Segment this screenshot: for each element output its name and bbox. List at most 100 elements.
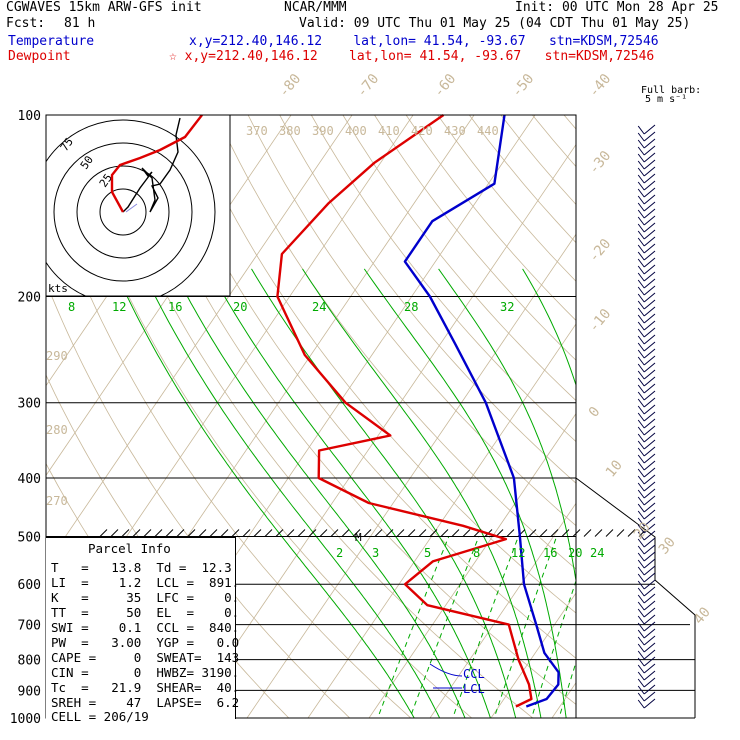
wind-barb [643,131,656,142]
hatch-mark [385,529,394,537]
mixing-ratio-line [577,537,636,731]
hodograph-trace [122,117,181,213]
wind-barb [643,285,656,296]
wind-barb-flag [637,580,645,590]
isotherm-line [368,412,576,718]
barb-legend-title: Full barb: [641,85,702,96]
mixing-ratio-label: 16 [168,300,182,314]
wind-barb [643,635,656,646]
wind-barb-flag [637,307,645,317]
wind-barb [643,614,656,625]
init-time: Init: 00 UTC Mon 28 Apr 25 [515,0,719,15]
wind-barb [643,572,656,583]
moist-adiabat-line [522,268,576,387]
wind-barb-flag [637,328,645,338]
wind-barb-flag [637,440,645,450]
wind-barb-flag [637,405,645,415]
theta-e-label: 410 [378,124,400,138]
wind-barb-flag [637,216,645,226]
mixing-ratio-label: 8 [68,300,75,314]
isotherm-line [46,115,353,566]
wind-barb-flag [637,608,645,618]
wind-barb [643,579,656,590]
mixing-ratio-line [595,537,653,731]
wind-barb-flag [637,503,645,513]
wind-barb-flag [637,685,645,695]
wind-barb-flag [637,300,645,310]
wind-barb [643,495,656,506]
wind-barb [643,565,656,576]
storm-motion-vector [125,203,138,213]
dry-adiabat-line [184,115,576,614]
wind-barb [643,299,656,310]
wind-barb [643,222,656,233]
mixing-marker: M [355,531,362,544]
parcel-row: T = 13.8 Td = 12.3 [51,560,232,575]
mixing-ratio-label: 24 [312,300,326,314]
wind-barb [643,327,656,338]
pressure-tick-label: 300 [18,397,41,412]
wind-barb [643,271,656,282]
wind-barb [643,432,656,443]
plot-frame [45,114,577,719]
mixing-ratio-label: 12 [112,300,126,314]
wind-barb [643,453,656,464]
wind-barb [643,180,656,191]
wind-barb [643,334,656,345]
hatch-mark [99,529,108,537]
parcel-row: PW = 3.00 YGP = 0.0 [51,635,240,650]
wind-barb-flag [637,496,645,506]
wind-barb-flag [637,629,645,639]
wind-barb-flag [637,293,645,303]
dewpoint-location: ☆ x,y=212.40,146.12 lat,lon= 41.54, -93.… [169,49,655,64]
wind-barb-flag [637,174,645,184]
wind-barb-flag [637,538,645,548]
hatch-mark [396,529,405,537]
moist-adiabat-line [251,268,517,718]
mixing-ratio-label: 20 [233,300,247,314]
theta-e-label: 380 [279,124,301,138]
hatch-mark [374,529,383,537]
moist-adiabat-line [438,268,576,584]
isotherm-label: 40 [691,604,714,627]
dry-adiabat-line [310,115,576,443]
wind-barb-flag [637,657,645,667]
dry-adiabat-line [279,115,576,484]
dry-adiabat-line [46,180,412,718]
theta-e-label: 400 [345,124,367,138]
mixing-ratio-label: 5 [424,546,431,560]
lcl-label: LCL [463,682,485,696]
wind-barb [643,397,656,408]
wind-barb-flag [637,335,645,345]
wind-barb [643,439,656,450]
wind-barb-flag [637,671,645,681]
pressure-tick-label: 800 [18,654,41,669]
hatch-mark [176,529,185,537]
mixing-ratio-label: 3 [372,546,379,560]
wind-barb-flag [637,363,645,373]
wind-barb-flag [637,370,645,380]
mixing-ratio-label: 12 [511,546,525,560]
hatch-mark [319,529,328,537]
wind-barb-flag [637,384,645,394]
wind-barb [643,383,656,394]
temperature-location: x,y=212.40,146.12 lat,lon= 41.54, -93.67… [189,34,659,49]
wind-barb-flag [637,160,645,170]
wind-barb-flag [637,587,645,597]
wind-barb-flag [637,594,645,604]
wind-barb-flag [637,349,645,359]
hatch-mark [440,529,449,537]
parcel-row: LI = 1.2 LCL = 891. [51,575,240,590]
pressure-tick-label: 900 [18,684,41,699]
wind-barb-flag [637,146,645,156]
fcst-hours: 81 h [64,16,96,31]
wind-barb [643,460,656,471]
wind-barb-flag [637,356,645,366]
hatch-mark [627,529,636,537]
wind-barb [643,551,656,562]
wind-barb-flag [637,489,645,499]
wind-barb-flag [637,636,645,646]
wind-barb-flag [637,321,645,331]
wind-barb-flag [637,650,645,660]
